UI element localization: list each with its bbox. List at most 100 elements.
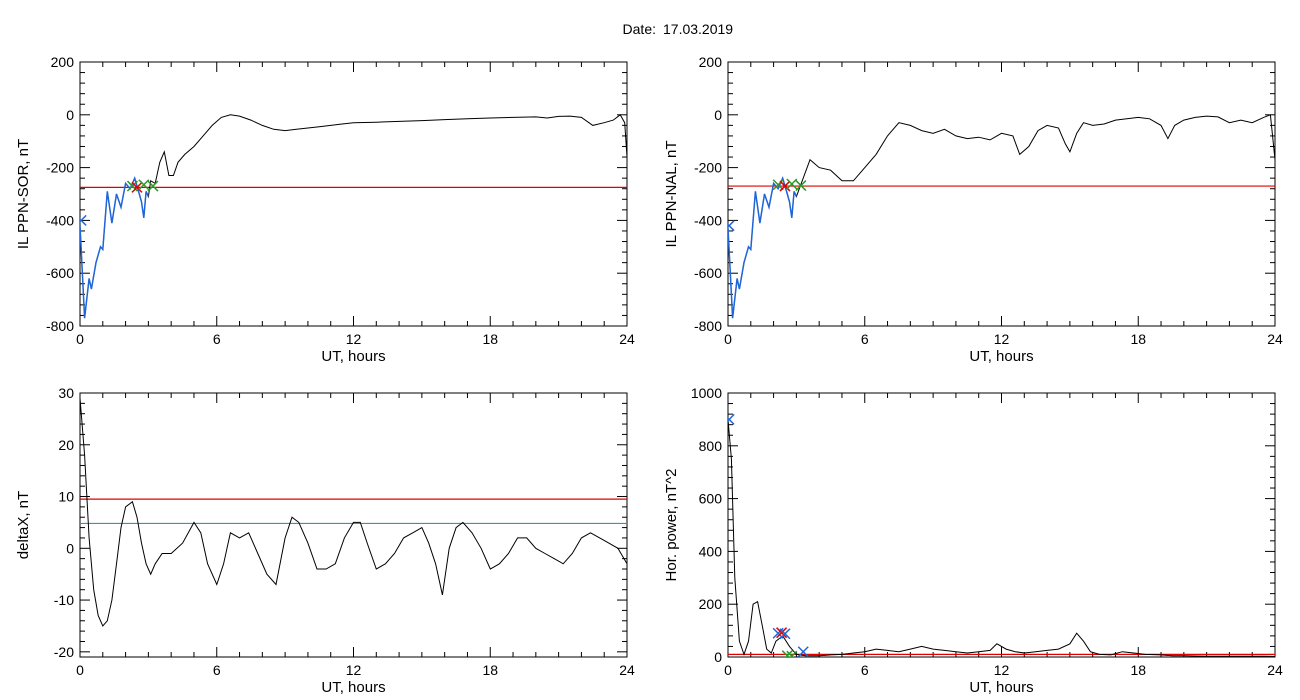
plot-frame	[79, 61, 628, 327]
x-axis-label: UT, hours	[321, 348, 385, 365]
x-marker	[786, 178, 798, 190]
y-tick-label: -600	[694, 265, 722, 281]
x-marker	[80, 214, 87, 226]
x-marker-stroke	[138, 179, 150, 191]
x-axis-label: UT, hours	[969, 348, 1033, 365]
y-tick-label: 1000	[691, 385, 722, 401]
x-marker	[779, 180, 791, 192]
date-label: Date:	[623, 21, 656, 37]
x-marker-stroke	[776, 627, 788, 639]
x-marker-stroke	[789, 650, 798, 657]
x-axis-label: UT, hours	[321, 679, 385, 696]
y-tick-label: 200	[699, 54, 723, 70]
y-tick-label: -400	[694, 212, 722, 228]
plot-data-area	[80, 398, 627, 627]
plot-data-area	[728, 114, 1275, 319]
x-marker	[776, 627, 788, 639]
x-marker-stroke	[147, 180, 159, 192]
y-tick-label: -800	[694, 318, 722, 334]
x-tick-label: 6	[213, 662, 221, 678]
x-marker	[797, 646, 809, 657]
y-tick-label: 20	[58, 437, 74, 453]
panel-top-right: 0 6 12 18 24 -800 -600 -400 -200 0 200 UT, hours IL …	[663, 54, 1283, 365]
x-marker	[131, 181, 143, 193]
plot-data-area	[728, 413, 1275, 657]
x-marker-stroke	[772, 179, 784, 191]
y-tick-label: -200	[46, 160, 74, 176]
highlight-series-line	[728, 176, 798, 319]
x-tick-label: 12	[346, 331, 362, 347]
y-tick-label: 200	[699, 596, 723, 612]
x-tick-label: 0	[76, 662, 84, 678]
x-marker-stroke	[80, 214, 87, 223]
y-tick-label: 400	[699, 543, 723, 559]
x-marker	[728, 220, 735, 232]
y-tick-label: 0	[714, 107, 722, 123]
y-axis-label: IL PPN-SOR, nT	[15, 139, 32, 249]
highlight-series-line	[80, 176, 150, 319]
y-tick-label: -10	[54, 592, 74, 608]
x-marker-stroke	[728, 413, 735, 422]
x-tick-label: 12	[994, 662, 1010, 678]
x-marker-stroke	[786, 178, 798, 190]
x-tick-label: 12	[994, 331, 1010, 347]
y-axis-label: IL PPN-NAL, nT	[663, 141, 680, 248]
y-axis-label: Hor. power, nT^2	[663, 469, 680, 582]
series-line	[80, 114, 627, 319]
y-tick-label: -400	[46, 212, 74, 228]
y-tick-label: -800	[46, 318, 74, 334]
x-tick-label: 24	[619, 662, 635, 678]
y-tick-label: 800	[699, 438, 723, 454]
x-tick-label: 24	[1267, 662, 1283, 678]
x-marker-stroke	[131, 181, 143, 193]
y-axis-label: deltaX, nT	[15, 491, 32, 559]
y-tick-label: 0	[66, 540, 74, 556]
x-tick-label: 12	[346, 662, 362, 678]
plot-data-area	[80, 114, 627, 319]
x-tick-label: 0	[724, 331, 732, 347]
x-tick-label: 18	[482, 331, 498, 347]
x-tick-label: 24	[1267, 331, 1283, 347]
x-marker-stroke	[728, 220, 735, 228]
y-tick-label: -600	[46, 265, 74, 281]
plot-frame	[727, 61, 1276, 327]
x-axis-label: UT, hours	[969, 679, 1033, 696]
y-tick-label: -20	[54, 644, 74, 660]
series-line	[80, 398, 627, 627]
x-marker	[786, 650, 798, 657]
date-value: 17.03.2019	[663, 21, 733, 37]
series-line	[728, 114, 1275, 319]
x-marker	[772, 179, 784, 191]
y-tick-label: -200	[694, 160, 722, 176]
x-marker-stroke	[126, 180, 138, 192]
x-marker	[779, 628, 791, 640]
x-marker-stroke	[779, 628, 791, 640]
plot-frame	[79, 392, 628, 658]
x-tick-label: 24	[619, 331, 635, 347]
x-marker-stroke	[779, 180, 791, 192]
panel-top-left: 0 6 12 18 24 -800 -600 -400 -200 0 200 UT, hours IL …	[15, 54, 635, 365]
y-tick-label: 10	[58, 489, 74, 505]
x-tick-label: 18	[482, 662, 498, 678]
x-marker	[795, 180, 807, 192]
x-marker	[138, 179, 150, 191]
x-marker	[781, 650, 793, 657]
y-tick-label: 0	[66, 107, 74, 123]
y-tick-label: 30	[58, 385, 74, 401]
panel-bottom-right: 0 6 12 18 24 0 200 400 600 800 1000 UT, hours Hor. p…	[663, 385, 1283, 696]
x-tick-label: 6	[213, 331, 221, 347]
x-tick-label: 6	[861, 331, 869, 347]
x-tick-label: 0	[724, 662, 732, 678]
y-tick-label: 0	[714, 649, 722, 665]
x-marker-stroke	[797, 646, 809, 657]
x-tick-label: 0	[76, 331, 84, 347]
x-tick-label: 6	[861, 662, 869, 678]
series-line	[728, 419, 1275, 657]
x-marker-stroke	[795, 180, 807, 192]
x-marker	[728, 413, 735, 425]
y-tick-label: 600	[699, 491, 723, 507]
panel-bottom-left: 0 6 12 18 24 -20 -10 0 10 20 30 UT, hours deltaX, nT	[15, 385, 635, 696]
y-tick-label: 200	[51, 54, 75, 70]
